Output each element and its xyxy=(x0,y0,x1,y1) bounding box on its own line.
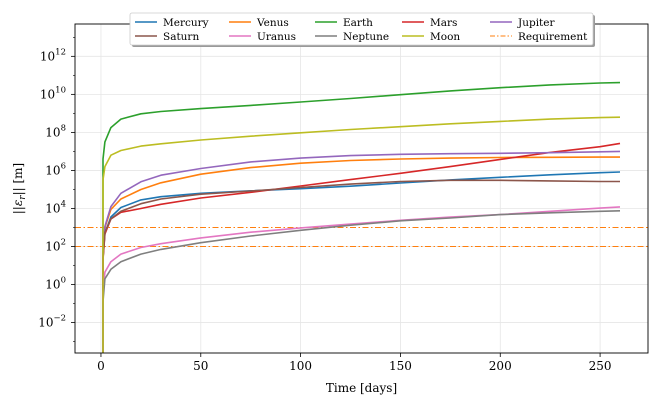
x-tick-label: 250 xyxy=(589,359,612,373)
legend-label-saturn: Saturn xyxy=(163,31,199,43)
y-tick-exponent: 12 xyxy=(55,47,66,57)
series-line-jupiter xyxy=(102,150,621,353)
y-tick-label: 104 xyxy=(45,199,66,215)
legend-label-mars: Mars xyxy=(430,17,457,29)
x-tick-label: 0 xyxy=(97,359,105,373)
legend-label-earth: Earth xyxy=(343,17,373,29)
y-tick-base: 10 xyxy=(45,278,60,292)
series-lines xyxy=(102,81,621,353)
series-line-earth xyxy=(102,81,621,353)
y-tick-base: 10 xyxy=(45,201,60,215)
legend-box xyxy=(129,12,594,46)
y-tick-exponent: 8 xyxy=(61,123,66,133)
series-line-moon xyxy=(102,116,621,353)
y-tick-label: 100 xyxy=(45,276,66,292)
y-tick-exponent: 4 xyxy=(61,199,66,209)
x-tick-label: 200 xyxy=(489,359,512,373)
y-tick-exponent: −2 xyxy=(53,314,66,324)
y-tick-label: 1012 xyxy=(40,47,66,63)
y-tick-label: 1010 xyxy=(40,85,66,101)
y-axis-label-prefix: || xyxy=(11,206,25,214)
y-tick-exponent: 6 xyxy=(61,161,66,171)
legend-label-mercury: Mercury xyxy=(163,17,209,29)
reference-lines xyxy=(75,226,648,248)
legend-label-moon: Moon xyxy=(430,31,460,43)
grid-lines xyxy=(75,24,648,353)
y-tick-base: 10 xyxy=(38,316,53,330)
y-tick-base: 10 xyxy=(45,240,60,254)
y-tick-base: 10 xyxy=(45,125,60,139)
series-line-saturn xyxy=(102,179,620,353)
y-tick-base: 10 xyxy=(40,49,55,63)
x-tick-label: 150 xyxy=(389,359,412,373)
legend-label-requirement: Requirement xyxy=(518,31,588,43)
x-axis-ticks: 0 50 100 150 200 250 xyxy=(97,353,612,373)
y-axis-label-symbol: ε xyxy=(11,200,25,206)
x-axis-label: Time [days] xyxy=(326,381,397,395)
legend-label-uranus: Uranus xyxy=(257,31,296,43)
y-tick-exponent: 10 xyxy=(55,85,66,95)
legend: Mercury Venus Earth Mars Jupiter Saturn Uranus… xyxy=(129,12,595,47)
y-tick-label: 102 xyxy=(45,238,66,254)
y-tick-exponent: 2 xyxy=(61,238,66,248)
y-tick-label: 108 xyxy=(45,123,66,139)
y-tick-exponent: 0 xyxy=(61,276,66,286)
y-tick-label: 106 xyxy=(45,161,66,177)
x-tick-label: 50 xyxy=(193,359,208,373)
legend-label-neptune: Neptune xyxy=(343,31,389,43)
y-tick-base: 10 xyxy=(40,87,55,101)
y-axis-label-subscript: r xyxy=(18,195,28,200)
x-tick-label: 100 xyxy=(289,359,312,373)
y-axis-label-suffix: || [m] xyxy=(11,163,25,196)
y-tick-base: 10 xyxy=(45,163,60,177)
legend-label-jupiter: Jupiter xyxy=(517,17,555,29)
y-tick-label: 10−2 xyxy=(38,314,66,330)
y-axis-label: ||εr|| [m] xyxy=(11,163,28,215)
legend-label-venus: Venus xyxy=(256,17,289,29)
series-line-neptune xyxy=(102,210,621,353)
